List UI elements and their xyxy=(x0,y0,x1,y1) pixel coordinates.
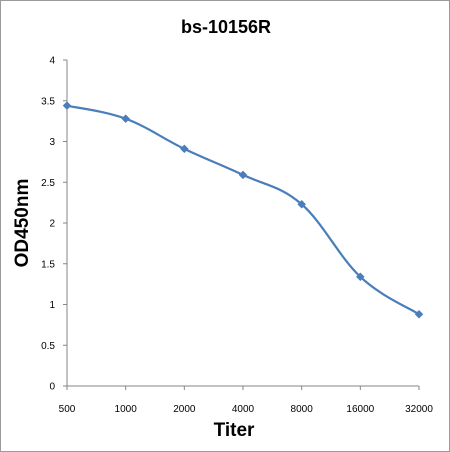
x-tick-labels: 500 1000 2000 4000 8000 16000 32000 xyxy=(59,386,433,415)
data-point-marker xyxy=(355,272,365,282)
y-tick-label: 1.5 xyxy=(41,259,55,270)
x-tick-label: 500 xyxy=(59,404,76,415)
y-tick-labels: 0 0.5 1 1.5 2 2.5 3 3.5 4 xyxy=(41,56,67,393)
x-tick-label: 2000 xyxy=(173,404,196,415)
x-tick-label: 8000 xyxy=(291,404,314,415)
data-point-marker xyxy=(62,101,72,110)
y-tick-label: 3.5 xyxy=(41,96,55,107)
data-point-marker xyxy=(179,144,189,154)
y-tick-label: 0 xyxy=(49,382,55,393)
y-tick-label: 0.5 xyxy=(41,341,55,352)
y-tick-label: 1 xyxy=(49,300,55,311)
series-layer xyxy=(62,101,424,319)
y-tick-label: 3 xyxy=(49,137,55,148)
chart-title: bs-10156R xyxy=(181,17,271,37)
data-point-marker xyxy=(121,114,131,124)
data-point-marker xyxy=(297,199,307,209)
data-point-marker xyxy=(414,309,424,319)
axes xyxy=(66,60,419,387)
y-tick-label: 4 xyxy=(49,56,55,67)
series-line xyxy=(66,104,420,316)
x-tick-label: 1000 xyxy=(115,404,138,415)
data-point-marker xyxy=(238,170,248,180)
x-axis-label: Titer xyxy=(214,420,255,441)
y-tick-label: 2 xyxy=(49,219,55,230)
x-tick-label: 16000 xyxy=(346,404,374,415)
y-axis-label: OD450nm xyxy=(12,179,33,268)
y-tick-label: 2.5 xyxy=(41,178,55,189)
x-tick-label: 4000 xyxy=(232,404,255,415)
x-tick-label: 32000 xyxy=(405,404,433,415)
